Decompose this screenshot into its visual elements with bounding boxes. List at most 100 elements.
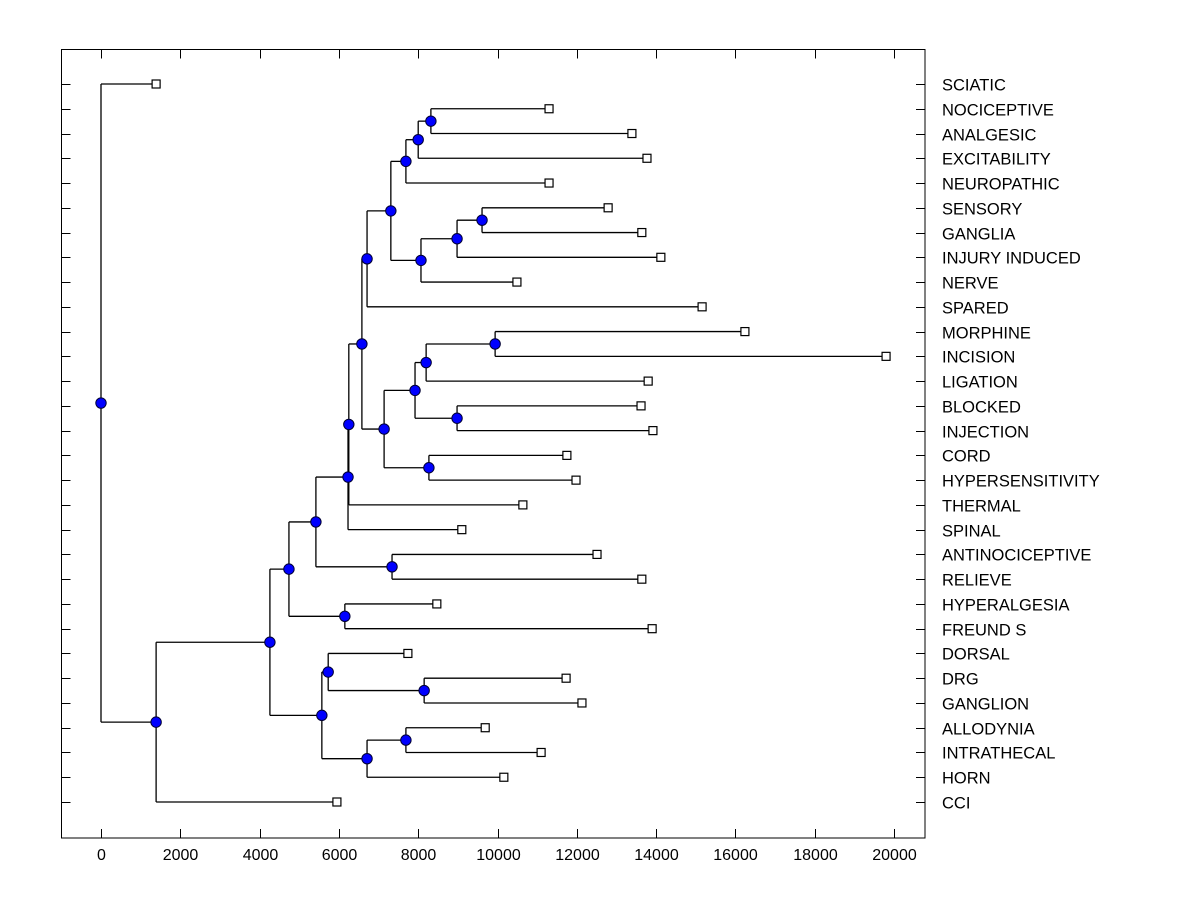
leaf-marker [403, 648, 413, 659]
x-tick-label: 4000 [243, 847, 279, 864]
leaf-label: SCIATIC [942, 77, 1006, 95]
cluster-node [95, 397, 107, 409]
leaf-marker [636, 401, 646, 411]
cluster-node [339, 610, 351, 623]
leaf-label: ANTINOCICEPTIVE [942, 547, 1091, 565]
leaf-marker [571, 475, 581, 485]
cluster-node [451, 412, 463, 424]
leaf-label: NERVE [942, 275, 999, 293]
leaf-label: ANALGESIC [942, 127, 1037, 145]
leaf-label: SPARED [942, 300, 1009, 318]
leaf-label: INTRATHECAL [942, 745, 1055, 763]
x-tick-label: 16000 [713, 847, 758, 864]
leaf-label: NEUROPATHIC [942, 176, 1060, 194]
cluster-node [420, 356, 432, 369]
leaf-marker [512, 277, 522, 287]
cluster-node [425, 115, 437, 127]
leaf-marker [518, 500, 528, 510]
x-tick-label: 6000 [322, 847, 358, 864]
leaf-label: MORPHINE [942, 325, 1031, 343]
cluster-node [361, 253, 373, 265]
leaf-marker [577, 698, 587, 708]
x-tick-label: 12000 [555, 847, 600, 864]
leaf-marker [499, 772, 509, 782]
leaf-label: THERMAL [942, 498, 1021, 516]
leaf-label: FREUND S [942, 622, 1026, 640]
cluster-node [356, 338, 368, 350]
leaf-label: SPINAL [942, 523, 1001, 541]
leaf-label: EXCITABILITY [942, 151, 1051, 169]
cluster-node [451, 233, 463, 245]
leaf-marker [561, 673, 571, 683]
leaf-label: BLOCKED [942, 399, 1021, 417]
leaf-marker [642, 153, 652, 163]
cluster-node [283, 563, 295, 575]
leaf-marker [480, 723, 490, 733]
leaf-marker [457, 525, 467, 535]
cluster-node [418, 684, 430, 697]
x-axis-tick-labels: 0 2000 4000 6000 8000 10000 12000 14000 16000 180… [97, 847, 917, 864]
leaf-marker [332, 797, 342, 807]
leaf-label: INJECTION [942, 424, 1029, 442]
node-markers [95, 115, 501, 765]
leaf-label: NOCICEPTIVE [942, 102, 1054, 120]
leaf-label: SENSORY [942, 201, 1022, 219]
plot-frame [61, 49, 926, 839]
cluster-node [385, 205, 397, 217]
cluster-node [415, 254, 427, 267]
leaf-marker [627, 128, 637, 139]
leaf-label: CCI [942, 795, 970, 813]
leaf-marker [544, 104, 554, 114]
leaf-label: DRG [942, 671, 979, 689]
cluster-node [310, 516, 322, 528]
cluster-node [423, 462, 435, 474]
cluster-node [400, 734, 412, 746]
cluster-node [322, 666, 334, 678]
cluster-node [316, 709, 328, 722]
leaf-marker [562, 450, 572, 460]
leaf-marker [740, 326, 750, 337]
leaf-label: HORN [942, 770, 991, 788]
cluster-node [386, 561, 398, 573]
leaf-marker [151, 79, 161, 89]
x-tick-label: 8000 [401, 847, 437, 864]
leaf-marker [603, 203, 613, 213]
x-tick-label: 10000 [476, 847, 521, 864]
leaf-marker [536, 747, 546, 758]
x-tick-label: 2000 [163, 847, 199, 864]
leaf-label: HYPERSENSITIVITY [942, 473, 1100, 491]
cluster-node [476, 214, 488, 226]
cluster-node [342, 471, 354, 483]
cluster-node [264, 636, 276, 648]
leaf-marker [643, 376, 653, 386]
leaf-label: DORSAL [942, 646, 1010, 664]
leaf-label: GANGLION [942, 696, 1029, 714]
cluster-node [489, 338, 501, 350]
x-tick-label: 14000 [634, 847, 679, 864]
leaf-label: RELIEVE [942, 572, 1012, 590]
cluster-node [409, 384, 421, 397]
x-tick-label: 18000 [793, 847, 838, 864]
leaf-marker [697, 302, 707, 312]
x-tick-label: 0 [97, 847, 106, 864]
cluster-node [412, 134, 424, 146]
leaf-marker [432, 599, 442, 609]
x-tick-label: 20000 [872, 847, 917, 864]
leaf-marker [656, 252, 666, 262]
leaf-marker [544, 178, 554, 188]
cluster-node [150, 716, 162, 728]
cluster-node [400, 155, 412, 168]
leaf-markers [151, 79, 891, 807]
leaf-marker [592, 549, 602, 560]
leaf-labels: SCIATIC NOCICEPTIVE ANALGESIC EXCITABILITY N… [942, 77, 1100, 813]
cluster-node [343, 418, 355, 431]
cluster-node [361, 752, 373, 765]
leaf-marker [637, 227, 647, 238]
cluster-node [378, 423, 390, 435]
leaf-label: INCISION [942, 349, 1015, 367]
leaf-label: LIGATION [942, 374, 1018, 392]
leaf-label: CORD [942, 448, 991, 466]
leaf-label: HYPERALGESIA [942, 597, 1069, 615]
leaf-marker [648, 426, 658, 436]
